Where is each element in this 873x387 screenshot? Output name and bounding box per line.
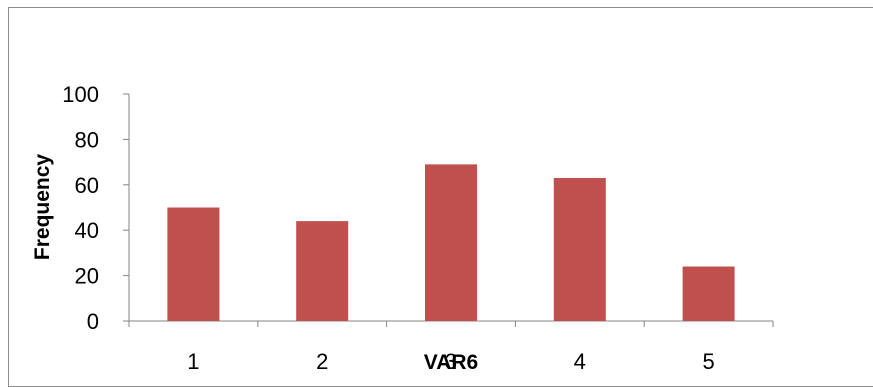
y-tick-label: 0 bbox=[87, 309, 99, 334]
bar-chart: 0 20 40 60 80 100 1 2 3 4 5 Frequency VAR6 bbox=[31, 82, 774, 374]
bar-1 bbox=[167, 207, 220, 321]
x-axis-title: VAR6 bbox=[424, 351, 478, 374]
y-tick-label: 60 bbox=[75, 173, 99, 198]
y-axis: 0 20 40 60 80 100 bbox=[62, 82, 130, 334]
x-axis: 1 2 3 4 5 bbox=[128, 320, 774, 374]
x-tick-label: 4 bbox=[574, 349, 586, 374]
y-tick-label: 40 bbox=[75, 218, 99, 243]
y-axis-title: Frequency bbox=[31, 154, 54, 261]
x-tick-label: 1 bbox=[187, 349, 199, 374]
bar-2 bbox=[296, 221, 349, 321]
bars bbox=[167, 164, 735, 321]
bar-4 bbox=[553, 177, 606, 321]
bar-3 bbox=[425, 164, 477, 321]
bar-5 bbox=[682, 266, 735, 321]
x-tick-label: 3 bbox=[445, 349, 457, 374]
x-tick-label: 5 bbox=[702, 349, 714, 374]
y-tick-label: 100 bbox=[62, 82, 99, 107]
y-tick-label: 20 bbox=[75, 264, 99, 289]
y-tick-label: 80 bbox=[75, 127, 99, 152]
x-tick-label: 2 bbox=[316, 349, 328, 374]
